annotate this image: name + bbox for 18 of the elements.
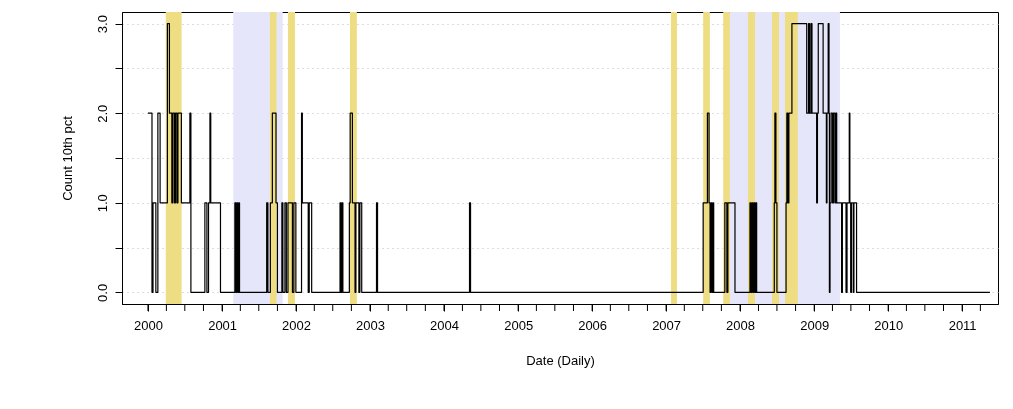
y-tick-label: 3.0	[94, 15, 110, 34]
x-tick-label: 2006	[578, 317, 608, 333]
x-tick-label: 2011	[948, 317, 977, 333]
y-tick-label: 2.0	[94, 104, 110, 123]
x-tick-label: 2004	[430, 317, 459, 333]
x-tick-label: 2001	[208, 317, 238, 333]
x-tick-label: 2003	[356, 317, 385, 333]
x-tick-label: 2008	[726, 317, 755, 333]
x-tick-label: 2007	[652, 317, 682, 333]
x-tick-label: 2010	[874, 317, 904, 333]
x-tick-label: 2005	[504, 317, 534, 333]
y-tick-label: 0.0	[94, 283, 110, 302]
x-tick-label: 2002	[282, 317, 312, 333]
x-tick-label: 2000	[133, 317, 163, 333]
y-axis-title: Count 10th pct	[59, 115, 75, 201]
x-tick-label: 2009	[800, 317, 830, 333]
y-tick-label: 1.0	[94, 194, 110, 213]
x-axis-title: Date (Daily)	[526, 352, 595, 368]
